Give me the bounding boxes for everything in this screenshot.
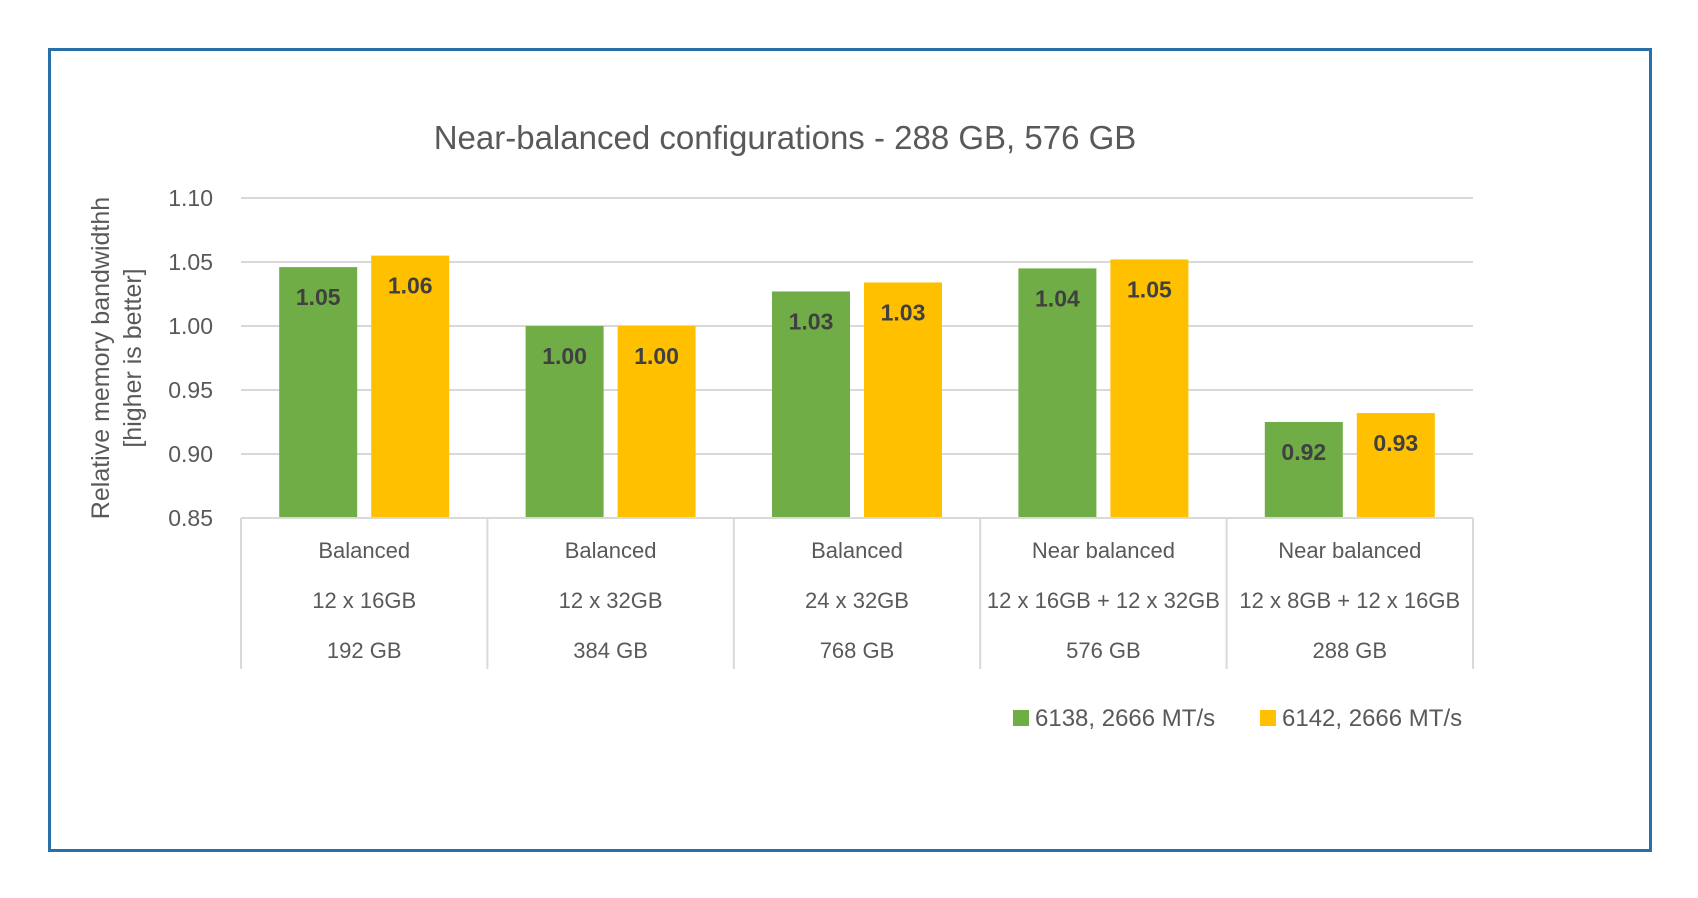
- data-label: 1.00: [634, 343, 679, 369]
- y-tick-label: 1.10: [168, 185, 213, 211]
- bar: [371, 255, 450, 518]
- legend-swatch: [1013, 710, 1029, 726]
- x-category-label: Near balanced: [1278, 538, 1421, 563]
- bar: [864, 282, 942, 518]
- x-category-label: 768 GB: [820, 638, 895, 663]
- bar: [1356, 413, 1435, 518]
- data-label: 1.00: [542, 343, 587, 369]
- x-category-label: 12 x 32GB: [559, 588, 663, 613]
- bar: [772, 291, 850, 518]
- x-category-label: 192 GB: [327, 638, 402, 663]
- x-category-label: 24 x 32GB: [805, 588, 909, 613]
- chart-title: Near-balanced configurations - 288 GB, 5…: [434, 119, 1137, 156]
- data-label: 1.06: [388, 273, 433, 299]
- x-category-label: Balanced: [318, 538, 410, 563]
- data-labels: 1.05 1.00 1.03 1.04 0.92 1.06 1.00 1.03 1.05 0.93: [296, 273, 1418, 465]
- bar: [1110, 259, 1189, 518]
- x-category-label: 12 x 16GB + 12 x 32GB: [987, 588, 1220, 613]
- y-axis-ticks: 0.85 0.90 0.95 1.00 1.05 1.10: [168, 185, 213, 531]
- x-category-label: 576 GB: [1066, 638, 1141, 663]
- data-label: 1.03: [789, 308, 834, 334]
- data-label: 0.92: [1281, 439, 1326, 465]
- data-label: 1.05: [1127, 276, 1172, 302]
- legend-label: 6142, 2666 MT/s: [1282, 705, 1462, 732]
- x-axis: Balanced 12 x 16GB 192 GB Balanced 12 x 32GB…: [240, 517, 1474, 669]
- y-axis-label: Relative memory bandwidthh [higher is bet…: [87, 197, 147, 519]
- x-category-label: 12 x 16GB: [312, 588, 416, 613]
- x-category-label: 288 GB: [1312, 638, 1387, 663]
- legend: 6138, 2666 MT/s 6142, 2666 MT/s: [1013, 705, 1462, 732]
- legend-label: 6138, 2666 MT/s: [1035, 705, 1215, 732]
- y-tick-label: 0.90: [168, 441, 213, 467]
- bars: [279, 255, 1435, 518]
- y-axis-label-line: [higher is better]: [119, 268, 147, 447]
- data-label: 0.93: [1373, 430, 1418, 456]
- bar: [525, 326, 604, 518]
- data-label: 1.05: [296, 284, 341, 310]
- x-category-label: 12 x 8GB + 12 x 16GB: [1239, 588, 1460, 613]
- bar: [617, 326, 696, 518]
- data-label: 1.03: [881, 299, 926, 325]
- legend-swatch: [1260, 710, 1276, 726]
- x-category-label: Balanced: [565, 538, 657, 563]
- bar: [279, 267, 358, 518]
- y-tick-label: 1.05: [168, 249, 213, 275]
- x-category-label: Balanced: [811, 538, 903, 563]
- y-tick-label: 1.00: [168, 313, 213, 339]
- x-category-label: Near balanced: [1032, 538, 1175, 563]
- bar: [1264, 422, 1343, 518]
- y-axis-label-line: Relative memory bandwidthh: [87, 197, 115, 519]
- y-tick-label: 0.95: [168, 377, 213, 403]
- chart-frame: Near-balanced configurations - 288 GB, 5…: [48, 48, 1652, 852]
- bar: [1018, 268, 1097, 518]
- y-tick-label: 0.85: [168, 505, 213, 531]
- data-label: 1.04: [1035, 285, 1080, 311]
- bar-chart: Near-balanced configurations - 288 GB, 5…: [87, 119, 1474, 732]
- x-category-label: 384 GB: [573, 638, 648, 663]
